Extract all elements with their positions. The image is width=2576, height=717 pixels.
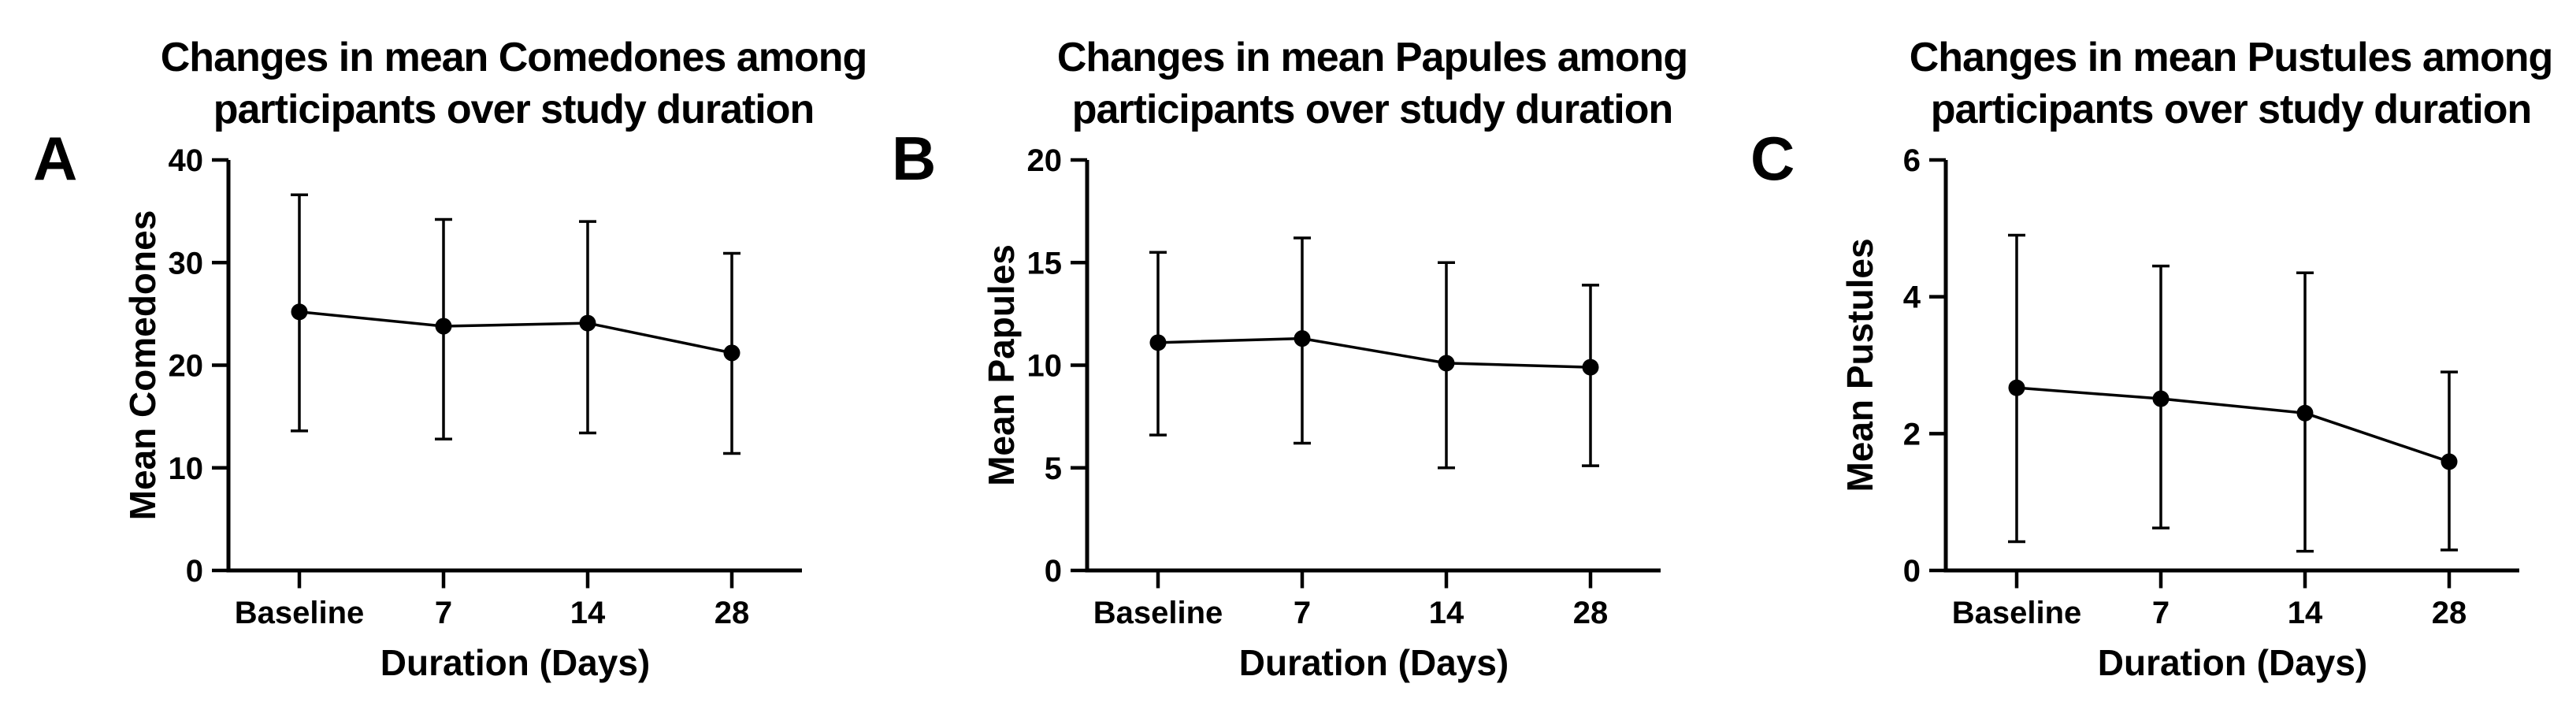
x-tick-label: 7	[2152, 596, 2170, 630]
x-tick-label: 7	[435, 596, 452, 630]
data-line	[1157, 336, 1591, 369]
panel-c: C Changes in mean Pustules among partici…	[1717, 0, 2576, 717]
y-axis-title: Mean Pustules	[1839, 238, 1880, 492]
chart-title-line2: participants over study duration	[213, 87, 815, 132]
data-line	[2016, 386, 2450, 463]
panel-letter-b: B	[892, 124, 937, 193]
x-tick-label: 28	[2432, 596, 2467, 630]
data-point-marker	[1149, 334, 1167, 351]
chart-title-line1: Changes in mean Papules among	[1056, 35, 1688, 80]
y-tick-label: 2	[1903, 417, 1921, 451]
y-tick-label: 6	[1903, 143, 1921, 178]
y-tick-label: 20	[169, 349, 204, 384]
x-tick-label: 14	[570, 596, 606, 630]
chart-title-line2: participants over study duration	[1930, 87, 2533, 132]
papules-line-chart: 0 5 10 15 20 Baseline 7 14 28 Duration (Days) Mean…	[981, 143, 1661, 683]
x-axis-title: Duration (Days)	[2098, 642, 2367, 683]
chart-title-line2: participants over study duration	[1071, 87, 1674, 132]
panel-b: B Changes in mean Papules among particip…	[859, 0, 1717, 717]
data-point-marker	[2441, 453, 2458, 470]
data-point-marker	[2296, 404, 2314, 422]
data-point-marker	[2152, 390, 2170, 407]
data-line	[299, 310, 733, 355]
y-tick-label: 0	[186, 554, 203, 589]
x-axis-title: Duration (Days)	[380, 642, 650, 683]
y-tick-label: 10	[169, 451, 204, 486]
comedones-line-chart: 0 10 20 30 40 Baseline 7 14 28 Duration (Days) Mea…	[122, 143, 802, 683]
chart-title-papules: Changes in mean Papules among participan…	[978, 32, 1766, 136]
y-tick-label: 20	[1027, 143, 1063, 178]
data-point-marker	[579, 314, 596, 332]
x-tick-label: Baseline	[1952, 596, 2082, 630]
data-point-marker	[435, 318, 452, 335]
x-tick-label: 7	[1294, 596, 1311, 630]
x-tick-label: 14	[2288, 596, 2323, 630]
data-point-marker	[1582, 358, 1599, 376]
panel-a: A Changes in mean Comedones among partic…	[0, 0, 867, 717]
y-tick-label: 30	[169, 246, 204, 280]
chart-title-pustules: Changes in mean Pustules among participa…	[1837, 32, 2576, 136]
data-point-marker	[1294, 330, 1311, 347]
data-point-marker	[1438, 355, 1455, 372]
y-tick-label: 10	[1027, 349, 1063, 384]
x-tick-label: Baseline	[235, 596, 365, 630]
y-axis-title: Mean Papules	[981, 244, 1022, 486]
chart-title-line1: Changes in mean Comedones among	[160, 35, 868, 80]
y-tick-label: 0	[1045, 554, 1062, 589]
panel-letter-a: A	[33, 124, 78, 193]
y-tick-label: 5	[1045, 451, 1062, 486]
y-tick-label: 4	[1903, 280, 1921, 315]
x-tick-label: 14	[1429, 596, 1464, 630]
chart-title-line1: Changes in mean Pustules among	[1909, 35, 2554, 80]
chart-title-comedones: Changes in mean Comedones among particip…	[120, 32, 908, 136]
data-point-marker	[291, 303, 308, 321]
pustules-line-chart: 0 2 4 6 Baseline 7 14 28 Duration (Days) Mean Pus…	[1839, 143, 2519, 683]
y-tick-label: 40	[169, 143, 204, 178]
data-point-marker	[2008, 379, 2025, 396]
x-axis-title: Duration (Days)	[1239, 642, 1509, 683]
x-tick-label: 28	[715, 596, 750, 630]
x-tick-label: 28	[1573, 596, 1609, 630]
y-tick-label: 15	[1027, 246, 1063, 280]
data-point-marker	[723, 344, 741, 362]
x-tick-label: Baseline	[1093, 596, 1223, 630]
y-tick-label: 0	[1903, 554, 1921, 589]
y-axis-title: Mean Comedones	[122, 210, 163, 521]
panel-letter-c: C	[1750, 124, 1795, 193]
